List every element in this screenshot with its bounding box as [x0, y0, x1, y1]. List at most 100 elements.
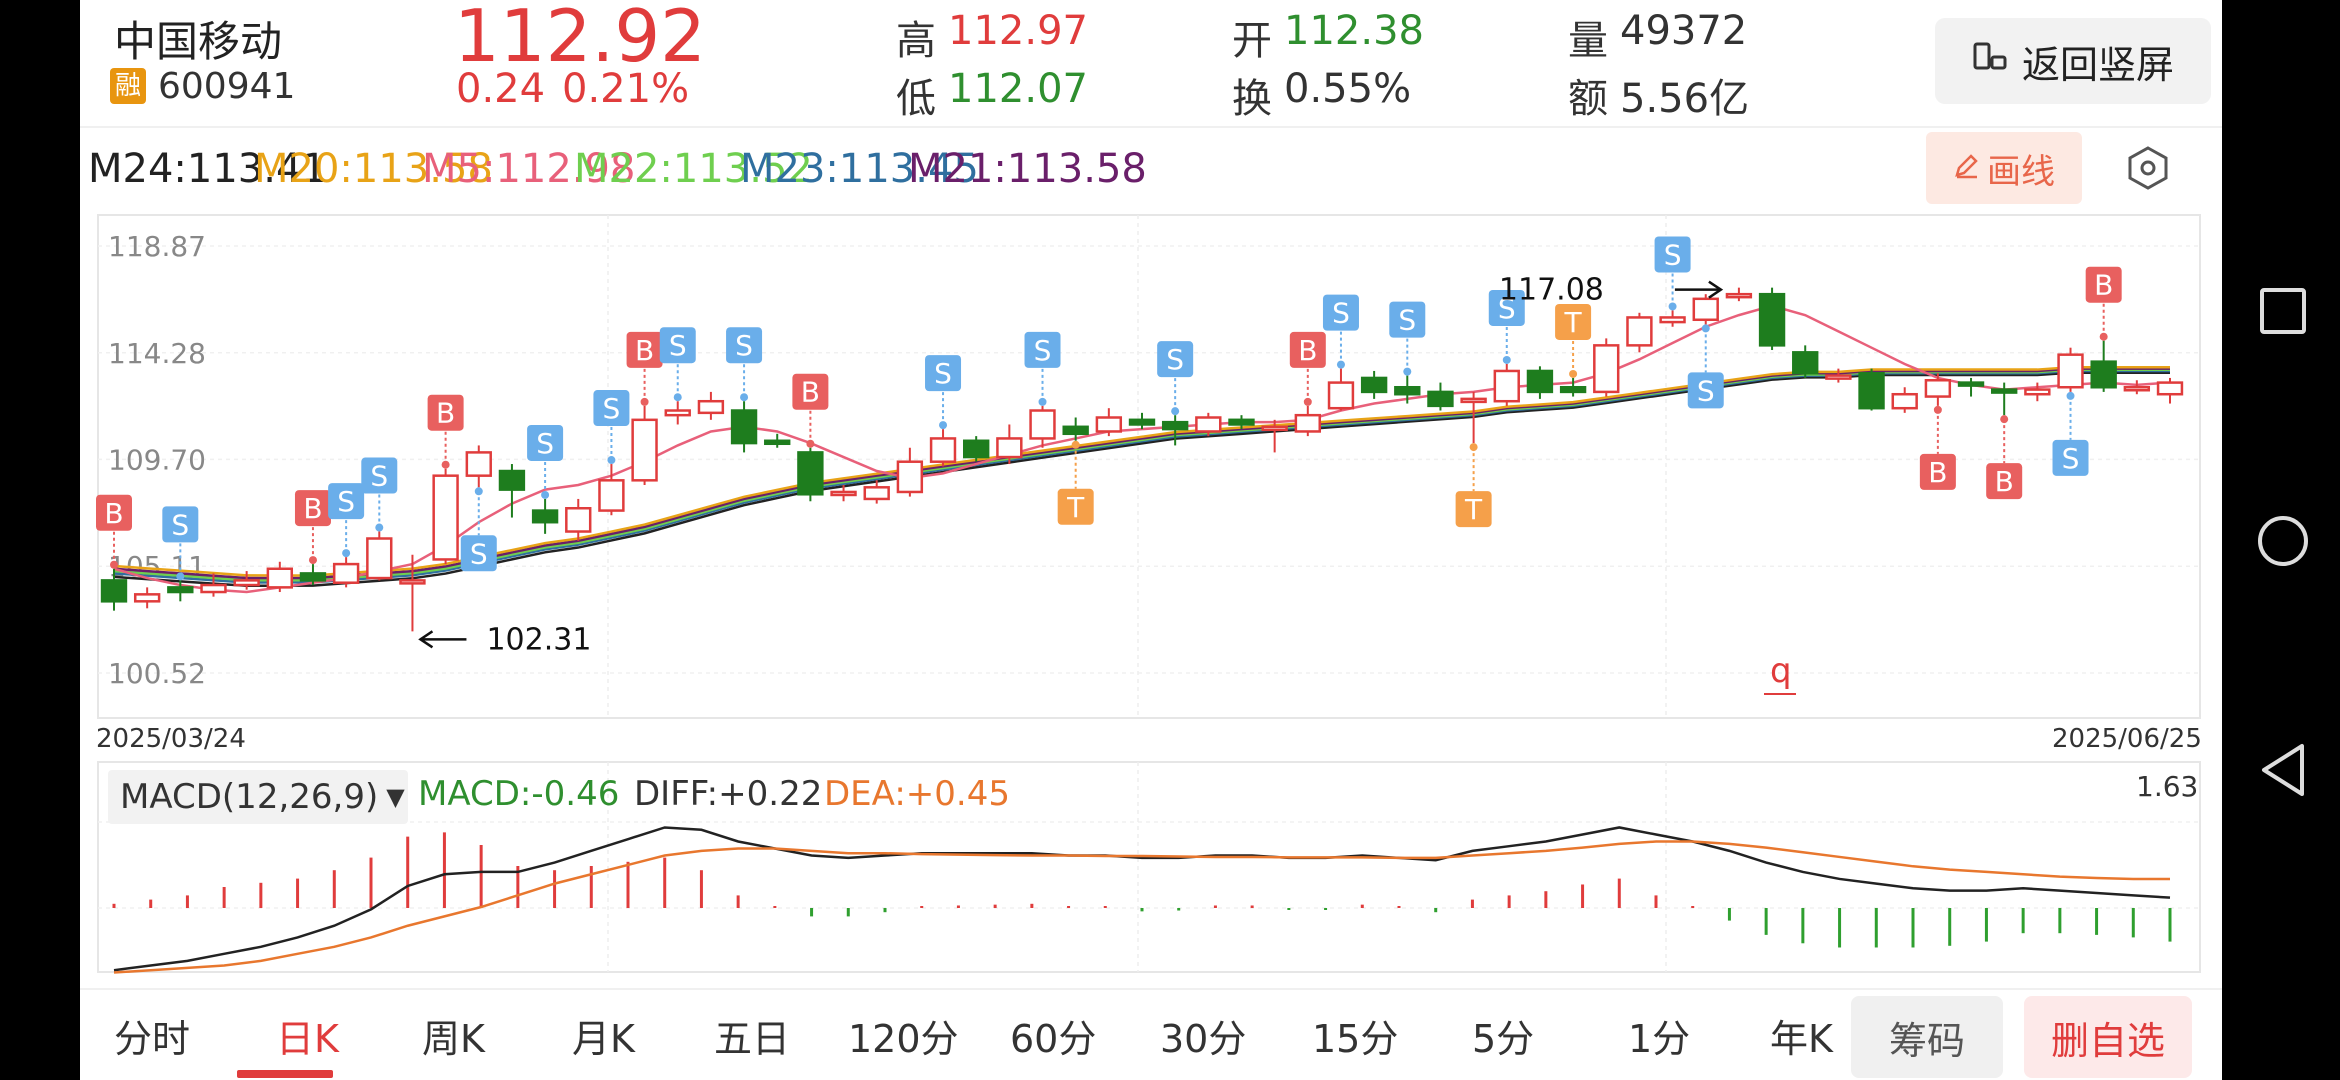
- price-change-pct: 0.21%: [562, 66, 690, 112]
- candle: [399, 554, 426, 632]
- tab-8[interactable]: 15分: [1312, 1017, 1399, 1061]
- tab-2[interactable]: 周K: [422, 1017, 485, 1061]
- candle: [465, 445, 492, 488]
- signal-marker-s: S: [460, 487, 497, 572]
- low-label: 低: [896, 76, 936, 122]
- svg-text:B: B: [436, 397, 455, 430]
- diff-line: [113, 826, 2171, 972]
- tab-4[interactable]: 五日: [714, 1017, 791, 1061]
- signal-marker-b: B: [2085, 266, 2122, 341]
- tab-5[interactable]: 120分: [848, 1017, 959, 1061]
- signal-marker-b: B: [294, 490, 331, 565]
- svg-text:S: S: [1398, 304, 1416, 337]
- high-label: 高: [896, 18, 936, 64]
- signal-marker-s: S: [1389, 301, 1426, 376]
- chips-button[interactable]: 筹码: [1851, 996, 2003, 1078]
- signal-marker-s: S: [1488, 289, 1525, 364]
- ma-line: [113, 365, 2170, 577]
- price-change: 0.24: [456, 66, 546, 112]
- candle: [498, 464, 526, 518]
- draw-line-label: 画线: [1987, 151, 2055, 192]
- recent-apps-icon[interactable]: [2258, 286, 2308, 340]
- indicator-selector[interactable]: MACD(12,26,9) ▼: [108, 770, 408, 824]
- remove-watchlist-button[interactable]: 删自选: [2024, 996, 2192, 1078]
- tab-0[interactable]: 分时: [114, 1017, 191, 1061]
- candle: [1924, 373, 1952, 406]
- home-icon[interactable]: [2256, 514, 2310, 572]
- candle: [1327, 368, 1355, 411]
- svg-text:T: T: [1066, 491, 1085, 524]
- draw-line-button[interactable]: 画线: [1926, 132, 2082, 204]
- margin-badge: 融: [110, 68, 146, 104]
- candle: [2156, 377, 2184, 404]
- active-tab-indicator: [237, 1070, 333, 1078]
- candle: [1029, 405, 1056, 448]
- candle: [100, 568, 128, 611]
- ma-legend-item: M5:112.98: [422, 146, 636, 192]
- current-price: 112.92: [454, 0, 706, 78]
- amount-value: 5.56亿: [1620, 76, 1750, 122]
- candle: [896, 447, 924, 497]
- candle: [1593, 338, 1620, 397]
- back-icon[interactable]: [2258, 742, 2308, 802]
- signal-marker-s: S: [1024, 331, 1061, 406]
- candle: [1825, 368, 1852, 383]
- min-arrow-head: [418, 630, 434, 649]
- signal-marker-s: S: [593, 390, 630, 465]
- tab-7[interactable]: 30分: [1160, 1017, 1247, 1061]
- svg-text:S: S: [1498, 292, 1516, 325]
- svg-text:S: S: [470, 537, 488, 570]
- candle: [233, 571, 260, 590]
- rotate-portrait-button[interactable]: 返回竖屏: [1935, 18, 2211, 104]
- candle: [697, 391, 725, 420]
- macd-frame: [97, 761, 2201, 973]
- svg-text:B: B: [635, 334, 654, 367]
- ma-legend-item: M24:113.41: [88, 146, 327, 192]
- tab-divider: [80, 988, 2222, 990]
- stock-name: 中国移动: [114, 17, 283, 66]
- svg-text:B: B: [1928, 456, 1947, 489]
- svg-text:B: B: [801, 376, 820, 409]
- candle: [2057, 347, 2084, 392]
- candle: [1891, 387, 1918, 413]
- chart-frame: [97, 214, 2201, 719]
- macd-chart[interactable]: [80, 758, 2222, 978]
- candle: [1228, 415, 1255, 430]
- open-label: 开: [1232, 18, 1272, 64]
- stock-panel: 中国移动 融 600941 112.92 0.24 0.21% 高 112.97…: [80, 0, 2222, 1080]
- tab-3[interactable]: 月K: [572, 1017, 635, 1061]
- y-tick-label: 100.52: [108, 657, 206, 690]
- candle: [167, 580, 194, 602]
- tab-6[interactable]: 60分: [1010, 1017, 1097, 1061]
- signal-marker-b: B: [1986, 415, 2023, 500]
- tab-11[interactable]: 年K: [1770, 1017, 1833, 1061]
- svg-text:B: B: [1995, 465, 2014, 498]
- candle: [664, 401, 691, 425]
- low-value: 112.07: [948, 66, 1088, 112]
- ma-legend-item: M21:113.58: [908, 146, 1147, 192]
- open-value: 112.38: [1284, 8, 1424, 54]
- candle: [1991, 382, 2018, 416]
- signal-marker-s: S: [1687, 324, 1724, 409]
- candle: [1062, 417, 1089, 441]
- tab-1[interactable]: 日K: [276, 1017, 339, 1061]
- svg-text:S: S: [2062, 442, 2080, 475]
- macd-ytick: 1.63: [2136, 770, 2199, 803]
- y-tick-label: 118.87: [108, 230, 206, 263]
- tab-9[interactable]: 5分: [1472, 1017, 1535, 1061]
- svg-text:T: T: [1464, 493, 1483, 526]
- candle: [1559, 377, 1587, 397]
- svg-text:S: S: [1034, 334, 1052, 367]
- x-end-date: 2025/06/25: [2052, 724, 2202, 754]
- hexagon-settings-icon[interactable]: [2120, 140, 2184, 200]
- amount-label: 额: [1568, 76, 1608, 122]
- candle: [299, 564, 327, 586]
- rotate-portrait-label: 返回竖屏: [2021, 42, 2174, 87]
- svg-text:S: S: [603, 392, 621, 425]
- signal-marker-s: S: [1654, 236, 1691, 311]
- candle: [1957, 377, 1985, 397]
- y-tick-label: 109.70: [108, 443, 206, 476]
- tab-10[interactable]: 1分: [1628, 1017, 1691, 1061]
